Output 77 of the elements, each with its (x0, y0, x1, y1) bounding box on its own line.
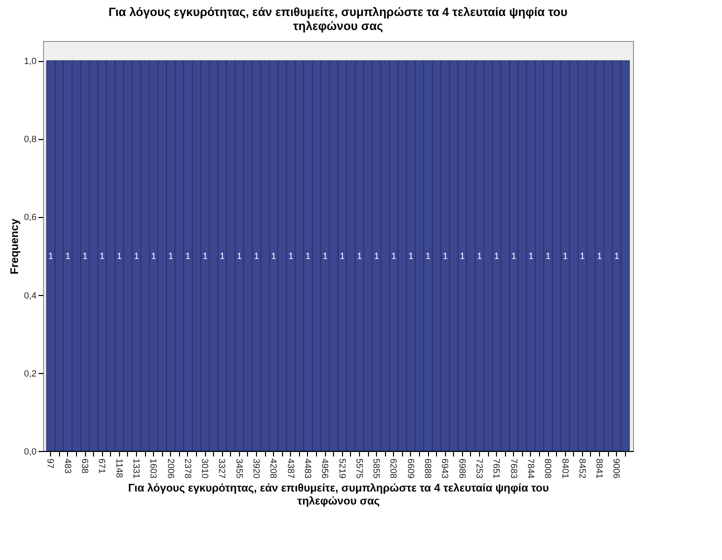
data-label: 1 (322, 250, 328, 261)
x-tick-label: 3010 (200, 458, 210, 479)
data-label: 1 (442, 250, 448, 261)
data-label: 1 (356, 250, 362, 261)
data-label: 1 (65, 250, 70, 261)
data-label: 1 (391, 250, 396, 261)
data-label: 1 (254, 250, 260, 261)
data-label: 1 (562, 250, 568, 261)
data-label: 1 (580, 250, 585, 261)
x-tick-label: 483 (62, 458, 73, 474)
x-tick-label: 7844 (526, 458, 536, 479)
data-label: 1 (528, 250, 534, 261)
x-tick-label: 4208 (268, 458, 279, 479)
y-tick-label: 0,2 (24, 368, 36, 378)
x-tick-label: 97 (46, 458, 56, 469)
data-label: 1 (48, 250, 54, 261)
x-tick-label: 7683 (508, 458, 519, 479)
data-label: 1 (185, 250, 190, 261)
x-tick-label: 3920 (252, 458, 262, 479)
x-tick-label: 1603 (148, 458, 159, 479)
x-tick-label: 638 (80, 458, 90, 474)
data-label: 1 (236, 250, 242, 261)
data-label: 1 (340, 250, 345, 261)
x-tick-label: 6986 (457, 458, 468, 479)
y-tick-label: 0,8 (24, 134, 36, 144)
data-label: 1 (288, 250, 294, 261)
data-label: 1 (494, 250, 500, 261)
x-tick-label: 8841 (594, 458, 605, 479)
y-tick-label: 0,4 (24, 290, 36, 300)
data-label: 1 (116, 250, 122, 261)
data-label: 1 (597, 250, 602, 261)
data-label: 1 (511, 250, 516, 261)
x-tick-label: 6609 (406, 458, 416, 479)
x-tick-label: 8401 (560, 458, 570, 479)
x-tick-label: 5855 (372, 458, 382, 479)
data-label: 1 (202, 250, 208, 261)
x-tick-label: 7253 (474, 458, 484, 479)
data-label: 1 (408, 250, 414, 261)
x-tick-label: 4483 (302, 458, 313, 479)
x-tick-label: 5219 (337, 458, 348, 479)
data-label: 1 (220, 250, 225, 261)
data-label: 1 (100, 250, 105, 261)
x-tick-label: 9006 (612, 458, 622, 479)
x-tick-label: 6943 (440, 458, 450, 479)
data-label: 1 (460, 250, 465, 261)
data-label: 1 (82, 250, 88, 261)
x-tick-label: 6208 (388, 458, 399, 479)
x-tick-label: 671 (97, 458, 108, 474)
y-tick-label: 0,0 (24, 446, 36, 456)
data-label: 1 (374, 250, 380, 261)
x-tick-label: 3455 (234, 458, 244, 479)
data-label: 1 (305, 250, 310, 261)
x-tick-label: 6888 (423, 458, 434, 479)
data-label: 1 (426, 250, 431, 261)
x-tick-label: 2006 (166, 458, 176, 479)
x-tick-label: 4387 (286, 458, 296, 479)
data-label: 1 (151, 250, 156, 261)
x-tick-label: 8008 (543, 458, 554, 479)
y-axis-title: Frequency (8, 218, 21, 274)
data-label: 1 (614, 250, 620, 261)
chart-title: Για λόγους εγκυρότητας, εάν επιθυμείτε, συμπληρώστε τα 4 τελευταία ψηφία του τηλεφώνου σας (108, 5, 568, 33)
x-tick-label: 5575 (354, 458, 364, 479)
data-label: 1 (134, 250, 139, 261)
x-tick-label: 8452 (577, 458, 588, 479)
y-tick-label: 0,6 (24, 212, 36, 222)
x-tick-label: 4956 (320, 458, 330, 479)
x-tick-label: 1148 (114, 458, 124, 478)
x-axis-title: Για λόγους εγκυρότητας, εάν επιθυμείτε, συμπληρώστε τα 4 τελευταία ψηφία του τηλεφώνου σας (128, 482, 549, 508)
y-tick-label: 1,0 (24, 56, 36, 66)
x-tick-label: 1331 (131, 458, 142, 479)
x-tick-label: 7651 (492, 458, 502, 479)
x-tick-label: 2378 (182, 458, 193, 479)
data-label: 1 (271, 250, 276, 261)
data-label: 1 (476, 250, 482, 261)
data-label: 1 (168, 250, 174, 261)
data-label: 1 (546, 250, 551, 261)
x-tick-label: 3327 (217, 458, 228, 479)
